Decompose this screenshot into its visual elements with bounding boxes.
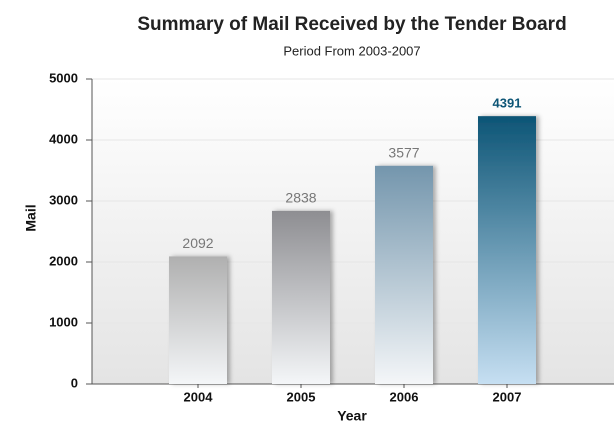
chart-subtitle: Period From 2003-2007: [283, 43, 420, 58]
x-tick-label: 2004: [184, 389, 214, 404]
bar: [375, 165, 433, 384]
x-axis-label: Year: [337, 408, 367, 424]
value-label: 4391: [493, 96, 522, 111]
y-tick-label: 1000: [49, 314, 78, 329]
value-label: 2838: [285, 190, 316, 206]
y-tick-label: 3000: [49, 192, 78, 207]
x-tick-label: 2005: [287, 389, 316, 404]
value-label: 3577: [388, 145, 419, 161]
chart-title: Summary of Mail Received by the Tender B…: [137, 14, 566, 35]
x-tick-label: 2007: [493, 389, 522, 404]
value-label: 2092: [182, 235, 213, 251]
bar: [169, 256, 227, 384]
y-tick-label: 4000: [49, 131, 78, 146]
y-axis-label: Mail: [23, 204, 39, 231]
x-tick-label: 2006: [390, 389, 419, 404]
bar: [478, 116, 536, 385]
y-tick-label: 2000: [49, 253, 78, 268]
y-tick-label: 5000: [49, 70, 78, 85]
bar: [272, 210, 330, 384]
y-tick-label: 0: [71, 375, 78, 390]
